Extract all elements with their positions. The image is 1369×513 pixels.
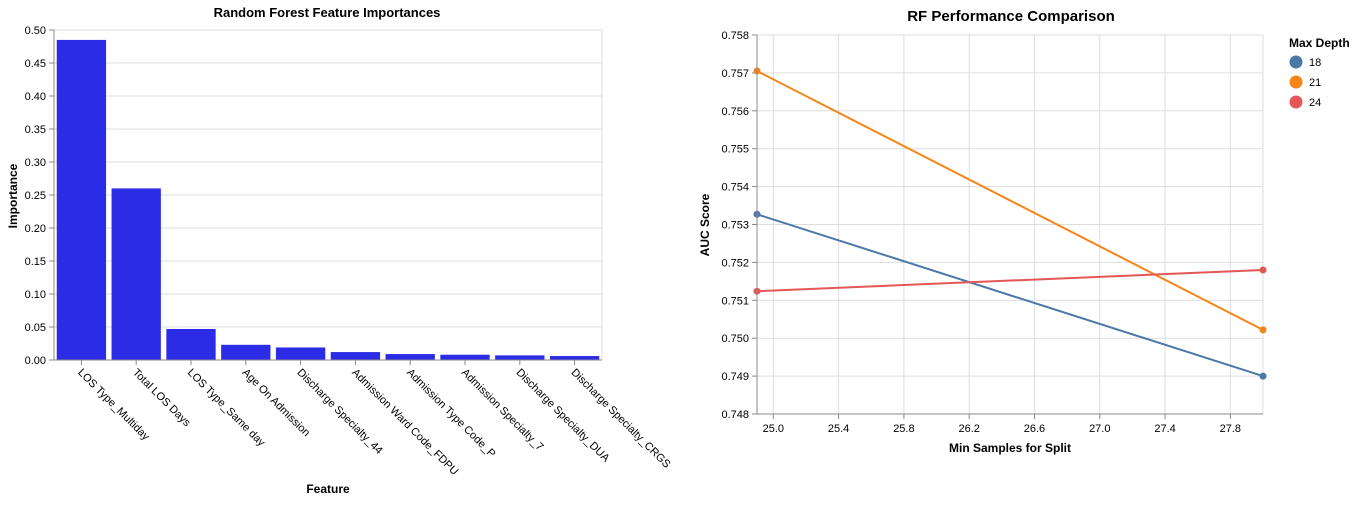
bar-ytick-label: 0.50	[25, 25, 46, 37]
line-xtick-label: 27.8	[1220, 423, 1241, 435]
series-line-21	[756, 70, 1264, 331]
line-ytick-label: 0.751	[721, 295, 749, 307]
bar-ytick-label: 0.00	[25, 355, 46, 367]
bar	[385, 354, 435, 360]
bar-ytick-label: 0.30	[25, 157, 46, 169]
legend-swatch-24	[1289, 95, 1303, 109]
line-chart: 0.748 0.749 0.750 0.751 0.752 0.753 0.754 0.755…	[721, 30, 1267, 435]
bar-ytick-label: 0.05	[25, 322, 46, 334]
bar	[275, 347, 326, 360]
bar-xtick-label: Total LOS Days	[130, 367, 193, 430]
line-xtick-label: 26.2	[958, 423, 979, 435]
line-chart-title: RF Performance Comparison	[907, 8, 1115, 25]
line-chart-ylabel: AUC Score	[698, 193, 712, 256]
line-ytick-label: 0.755	[721, 144, 749, 156]
line-ytick-label: 0.750	[721, 333, 749, 345]
legend: Max Depth 18 21 24	[1289, 36, 1350, 109]
line-xtick-label: 26.6	[1024, 423, 1045, 435]
bar	[495, 355, 545, 360]
bar	[330, 352, 381, 360]
bar-chart-xlabel: Feature	[306, 482, 350, 496]
line-ytick-label: 0.754	[721, 182, 749, 194]
line-xtick-label: 25.8	[893, 423, 914, 435]
bar-xtick-label: Discharge Specialty_DUA	[514, 367, 612, 465]
line-ytick-label: 0.752	[721, 257, 749, 269]
line-ytick-label: 0.757	[721, 68, 749, 80]
line-xtick-label: 25.0	[763, 423, 784, 435]
bar-ytick-label: 0.45	[25, 58, 46, 70]
bar-chart-ylabel: Importance	[6, 163, 20, 228]
bar-chart: 0.00 0.05 0.10 0.15 0.20 0.25 0.30 0.35 0.40 0.45…	[25, 25, 673, 478]
line-chart-xlabel: Min Samples for Split	[949, 441, 1071, 455]
line-ytick-label: 0.756	[721, 106, 749, 118]
series-line-18	[756, 213, 1264, 378]
line-xtick-label: 25.4	[828, 423, 849, 435]
series-point-24	[1259, 266, 1267, 274]
legend-swatch-18	[1289, 55, 1303, 69]
bar-ytick-label: 0.40	[25, 91, 46, 103]
bar-chart-title: Random Forest Feature Importances	[214, 5, 441, 20]
bar-ytick-label: 0.20	[25, 223, 46, 235]
series-line-24	[756, 268, 1264, 293]
legend-label-18: 18	[1309, 57, 1321, 69]
legend-title: Max Depth	[1289, 36, 1350, 50]
bar	[166, 328, 216, 360]
bar	[549, 356, 600, 360]
bar	[56, 39, 107, 361]
series-point-21	[1259, 326, 1267, 334]
line-xtick-label: 27.4	[1154, 423, 1175, 435]
bar	[440, 354, 490, 360]
bar-ytick-label: 0.15	[25, 256, 46, 268]
bar-ytick-label: 0.10	[25, 289, 46, 301]
legend-swatch-21	[1289, 75, 1303, 89]
line-ytick-label: 0.748	[721, 409, 749, 421]
bar-xtick-label: Admission Ward Code_FDPU	[349, 367, 460, 478]
legend-label-21: 21	[1309, 77, 1321, 89]
bar	[111, 188, 161, 360]
legend-label-24: 24	[1309, 97, 1321, 109]
series-point-18	[1259, 372, 1267, 380]
bar	[221, 344, 271, 360]
bar-ytick-label: 0.25	[25, 190, 46, 202]
line-ytick-label: 0.753	[721, 220, 749, 232]
bar-xtick-label: Admission Type Code_P	[404, 367, 498, 461]
bar-xtick-label: Discharge Specialty_CRGS	[568, 367, 672, 471]
line-xtick-label: 27.0	[1089, 423, 1110, 435]
line-ytick-label: 0.758	[721, 30, 749, 42]
line-ytick-label: 0.749	[721, 371, 749, 383]
bar-ytick-label: 0.35	[25, 124, 46, 136]
